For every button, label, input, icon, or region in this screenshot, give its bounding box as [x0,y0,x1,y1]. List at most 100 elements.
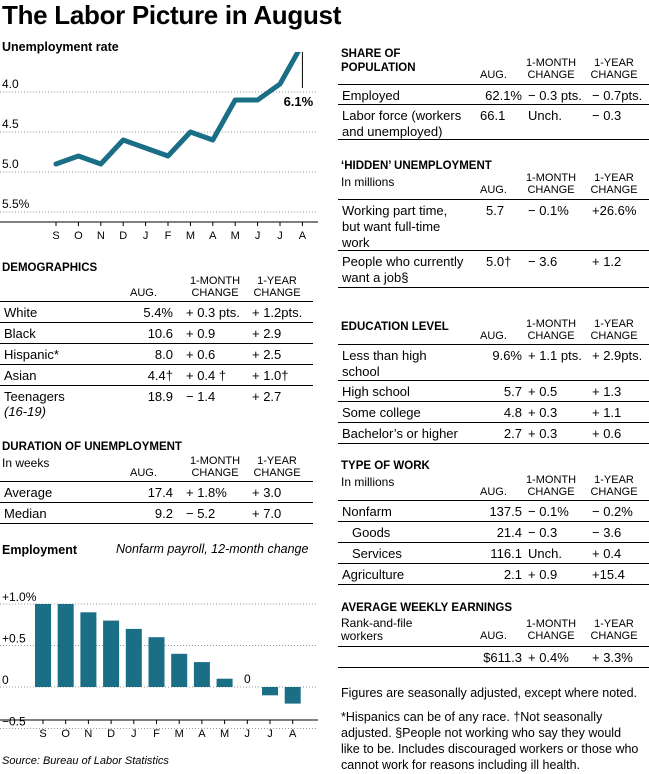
employment-heading: Employment [2,543,78,557]
x-tick-label: J [277,230,283,242]
col-1m-b: CHANGE [527,184,575,196]
table-row: Agriculture 2.1 + 0.9 +15.4 [338,563,649,585]
x-tick-label: A [209,230,217,242]
employment-subtitle: Nonfarm payroll, 12-month change [116,542,309,556]
table-row: Some college 4.8 + 0.3 + 1.1 [338,401,649,422]
row-1y: + 1.1 [592,405,622,420]
row-aug: 5.4% [143,305,173,320]
hidden-table: AUG. 1-MONTH CHANGE 1-YEAR CHANGE Workin… [338,170,649,290]
col-1y-a: 1-YEAR [594,57,634,69]
col-1m-b: CHANGE [527,69,575,81]
unemployment-line [53,52,301,167]
row-1y: − 0.2% [592,504,633,519]
row-aug: 4.4† [147,368,173,383]
y-tick-label: 5.5% [2,197,30,211]
education-heading: EDUCATION LEVEL [341,321,449,333]
y-tick-label: 0 [2,673,9,687]
row-aug: 8.0 [154,347,173,362]
demographics-table: AUG. 1-MONTH CHANGE 1-YEAR CHANGE White … [0,272,313,422]
work-unit: In millions [341,475,395,489]
row-label: Teenagers [4,389,65,404]
unemployment-heading: Unemployment rate [2,40,119,54]
row-1y: − 3.6 [592,525,622,540]
row-label: Less than high school [342,348,427,379]
x-tick-label: M [231,230,240,242]
employment-chart: +1.0% +0.5 0 −0.5 0 S O N D J F M A M J J A [0,590,318,740]
row-1m: + 0.4% [528,650,569,665]
page-title: The Labor Picture in August [2,0,342,30]
row-aug: 5.7 [486,203,505,218]
row-label: Working part time, but want full-time wo… [342,203,448,250]
table-row: Average 17.4 + 1.8% + 3.0 [0,481,313,502]
col-1y-a: 1-YEAR [594,172,634,184]
col-1y-b: CHANGE [253,467,301,479]
col-1y-b: CHANGE [590,184,638,196]
hidden-unit: In millions [341,175,395,189]
row-1y: + 0.6 [592,426,622,441]
row-label: Average [4,485,53,500]
x-tick-label: D [119,230,127,242]
row-label: Median [4,506,47,521]
col-1y-a: 1-YEAR [257,455,297,467]
row-1y: − 0.3 [592,108,622,123]
y-tick-label: 4.5 [2,117,19,131]
table-row: Less than high school 9.6% + 1.1 pts. + … [338,344,649,380]
duration-unit: In weeks [2,456,50,470]
row-1y: + 3.0 [252,485,282,500]
row-1y: + 0.4 [592,546,622,561]
col-1y-b: CHANGE [590,486,638,498]
x-tick-label: J [267,728,273,740]
row-1y: + 2.7 [252,389,282,404]
row-1m: + 0.3 pts. [186,305,240,320]
x-tick-label: F [153,728,160,740]
earnings-unit-b: workers [341,629,384,643]
col-1y-b: CHANGE [590,330,638,342]
bar [103,620,120,687]
earnings-heading: AVERAGE WEEKLY EARNINGS [341,602,513,614]
row-label: Hispanic* [4,347,59,362]
y-tick-label: −0.5 [2,715,26,729]
table-row: Employed 62.1% − 0.3 pts. − 0.7pts. [338,84,649,104]
row-aug: 4.8 [503,405,522,420]
row-label: Labor force (workers and unemployed) [342,108,462,139]
row-1m: + 1.8% [186,485,227,500]
bar [216,678,233,687]
table-row: Asian 4.4† + 0.4 † + 1.0† [0,364,313,385]
x-tick-label: M [220,728,229,740]
row-aug: 62.1% [485,88,522,103]
col-aug: AUG. [130,287,157,299]
row-label: High school [342,384,410,399]
share-table: AUG. 1-MONTH CHANGE 1-YEAR CHANGE Employ… [338,55,649,140]
table-row: Hispanic* 8.0 + 0.6 + 2.5 [0,343,313,364]
table-row: White 5.4% + 0.3 pts. + 1.2pts. [0,301,313,322]
row-1m: + 0.3 [528,426,558,441]
row-1m: − 3.6 [528,254,558,269]
bar [148,637,165,687]
y-tick-label: 5.0 [2,157,19,171]
bar [284,687,301,704]
row-aug: 2.1 [503,567,522,582]
row-1m: Unch. [528,108,562,123]
row-1m: + 0.4 † [186,368,227,383]
col-aug: AUG. [480,330,507,342]
table-row: High school 5.7 + 0.5 + 1.3 [338,380,649,401]
x-tick-label: O [61,728,70,740]
unemployment-end-label: 6.1% [284,94,314,109]
row-1y: + 1.2 [592,254,622,269]
table-row: Teenagers (16-19) 18.9 − 1.4 + 2.7 [0,385,313,419]
row-aug: 66.1 [480,108,506,123]
row-aug: 5.0† [486,254,512,269]
y-tick-label: +1.0% [2,590,37,604]
row-1m: − 0.1% [528,504,569,519]
col-1y-b: CHANGE [253,287,301,299]
col-1y-b: CHANGE [590,69,638,81]
x-tick-label: J [245,728,251,740]
row-1y: + 3.3% [592,650,633,665]
col-1m-a: 1-MONTH [189,275,241,287]
earnings-table: AUG. 1-MONTH CHANGE 1-YEAR CHANGE $611.3… [338,614,649,670]
row-1m: + 0.9 [186,326,216,341]
row-aug: 5.7 [503,384,522,399]
table-row: $611.3 + 0.4% + 3.3% [338,646,649,668]
col-1m-b: CHANGE [191,467,239,479]
x-tick-label: F [165,230,172,242]
